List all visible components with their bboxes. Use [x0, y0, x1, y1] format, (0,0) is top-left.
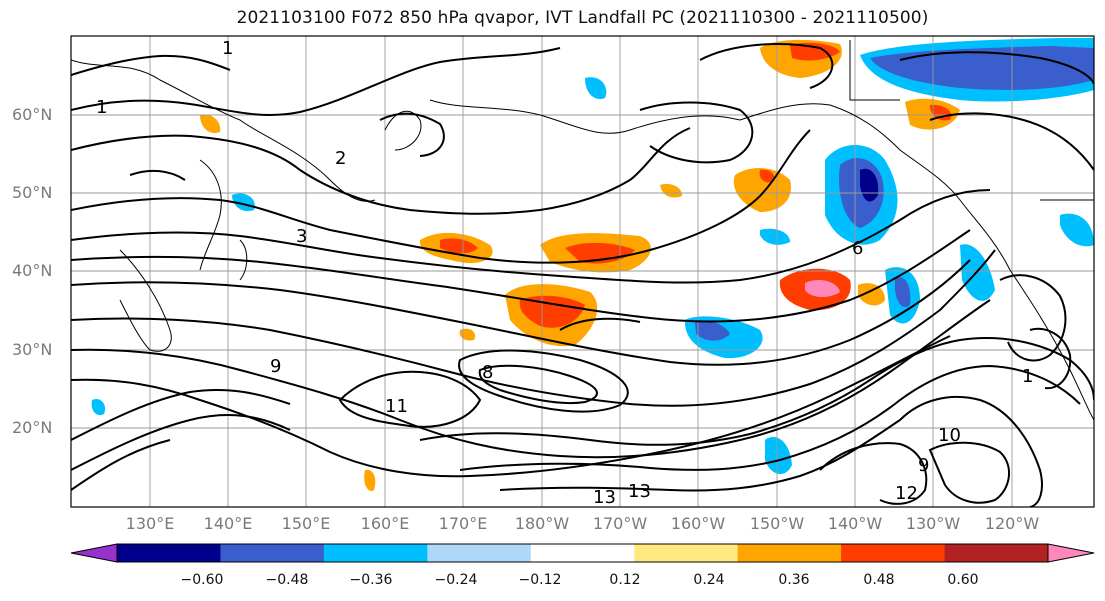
lon-label: 180°W	[514, 514, 570, 533]
graticule	[71, 36, 1094, 507]
lat-label: 60°N	[12, 105, 53, 124]
lon-label: 160°E	[360, 514, 410, 533]
colorbar-extend-low	[71, 544, 117, 562]
contour-label: 9	[270, 356, 281, 377]
colorbar-tick-label: 0.36	[778, 572, 810, 588]
lon-label: 140°W	[827, 514, 883, 533]
colorbar-cell	[530, 544, 635, 562]
colorbar-tick-label: −0.12	[518, 572, 562, 588]
contour-label: 12	[895, 483, 918, 504]
contour-label: 1	[96, 97, 107, 118]
colorbar-tick-label: 0.48	[863, 572, 895, 588]
colorbar-cell	[427, 544, 532, 562]
contour-label: 1	[1022, 366, 1033, 387]
colorbar	[70, 543, 1095, 563]
contour-label: 8	[482, 362, 493, 383]
map-panel: 1 1 2 3 6 8 9 9 10 11 12 13 13 1	[71, 36, 1094, 508]
lon-label: 160°W	[670, 514, 726, 533]
colorbar-tick-label: 0.24	[693, 572, 725, 588]
map-title: 2021103100 F072 850 hPa qvapor, IVT Land…	[236, 8, 929, 28]
colorbar-tick-label: 0.12	[609, 572, 641, 588]
contour-label: 9	[918, 455, 929, 476]
contour-labels: 1 1 2 3 6 8 9 9 10 11 12 13 13 1	[96, 38, 1033, 508]
colorbar-tick-label: −0.60	[180, 572, 224, 588]
contour-label: 11	[385, 396, 408, 417]
contour-label: 13	[628, 481, 651, 502]
colorbar-cell	[841, 544, 946, 562]
colorbar-cell	[323, 544, 428, 562]
lon-label: 150°E	[281, 514, 331, 533]
lon-label: 130°W	[905, 514, 961, 533]
colorbar-extend-high	[1048, 544, 1094, 562]
coastlines	[71, 40, 1094, 421]
colorbar-cell	[220, 544, 325, 562]
lat-label: 50°N	[12, 183, 53, 202]
colorbar-tick-label: 0.60	[947, 572, 979, 588]
lon-label: 170°E	[438, 514, 488, 533]
lon-label: 170°W	[592, 514, 648, 533]
lon-label: 130°E	[125, 514, 175, 533]
contour-label: 6	[852, 238, 863, 259]
colorbar-cell	[634, 544, 739, 562]
lon-label: 150°W	[749, 514, 805, 533]
colorbar-cell	[117, 544, 221, 562]
contour-label: 13	[593, 487, 616, 508]
lon-label: 120°W	[984, 514, 1040, 533]
colorbar-cell	[944, 544, 1049, 562]
contour-label: 3	[296, 226, 307, 247]
contour-label: 1	[222, 38, 233, 59]
ivt-contours	[71, 43, 1094, 507]
colorbar-tick-label: −0.24	[434, 572, 478, 588]
lat-label: 20°N	[12, 418, 53, 437]
colorbar-cell	[737, 544, 842, 562]
contour-label: 2	[335, 148, 346, 169]
colorbar-tick-label: −0.36	[349, 572, 393, 588]
map-border	[70, 35, 1095, 508]
colorbar-tick-label: −0.48	[265, 572, 309, 588]
lon-label: 140°E	[203, 514, 253, 533]
lat-label: 30°N	[12, 340, 53, 359]
lat-label: 40°N	[12, 261, 53, 280]
contour-label: 10	[938, 425, 961, 446]
